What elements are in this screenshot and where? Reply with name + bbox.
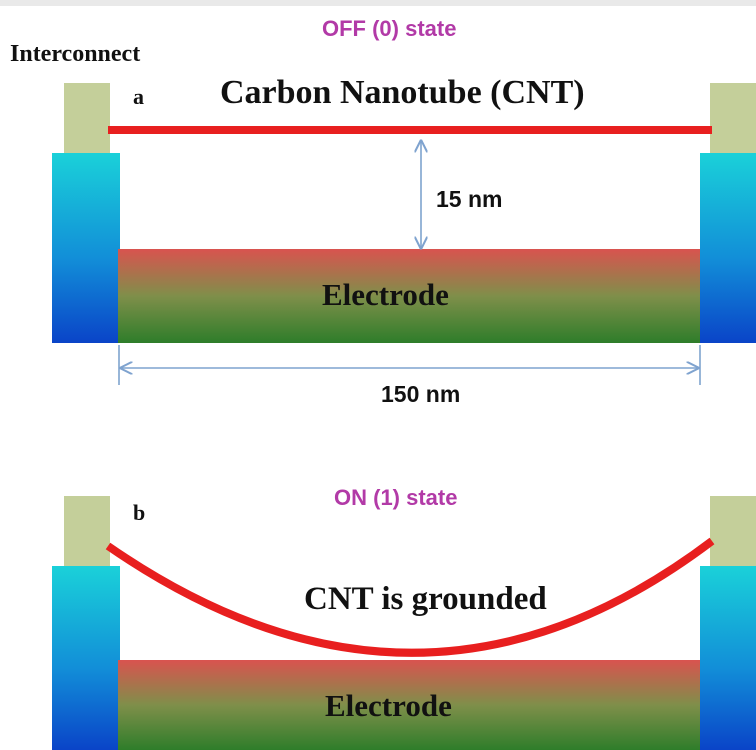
length-label: 150 nm	[381, 381, 461, 407]
support-left-b	[52, 566, 120, 750]
electrode-label-a: Electrode	[322, 277, 449, 312]
on-state-label: ON (1) state	[334, 485, 458, 510]
panel-b-letter: b	[133, 500, 146, 525]
interconnect-right-b	[710, 496, 756, 568]
panel-a-letter: a	[133, 84, 144, 109]
support-right-b	[700, 566, 756, 750]
off-state-label: OFF (0) state	[322, 16, 457, 41]
interconnect-left-a	[64, 83, 110, 155]
support-right-a	[700, 153, 756, 343]
cnt-label-a: Carbon Nanotube (CNT)	[220, 74, 585, 111]
interconnect-left-b	[64, 496, 110, 568]
support-left-a	[52, 153, 120, 343]
interconnect-label: Interconnect	[10, 41, 141, 67]
electrode-label-b: Electrode	[325, 688, 452, 723]
cnt-label-b: CNT is grounded	[304, 581, 547, 617]
gap-label: 15 nm	[436, 186, 503, 212]
electrode-a	[118, 249, 700, 343]
cnt-bent	[105, 537, 715, 657]
electrode-b	[118, 660, 700, 750]
interconnect-right-a	[710, 83, 756, 155]
top-border	[0, 0, 756, 6]
